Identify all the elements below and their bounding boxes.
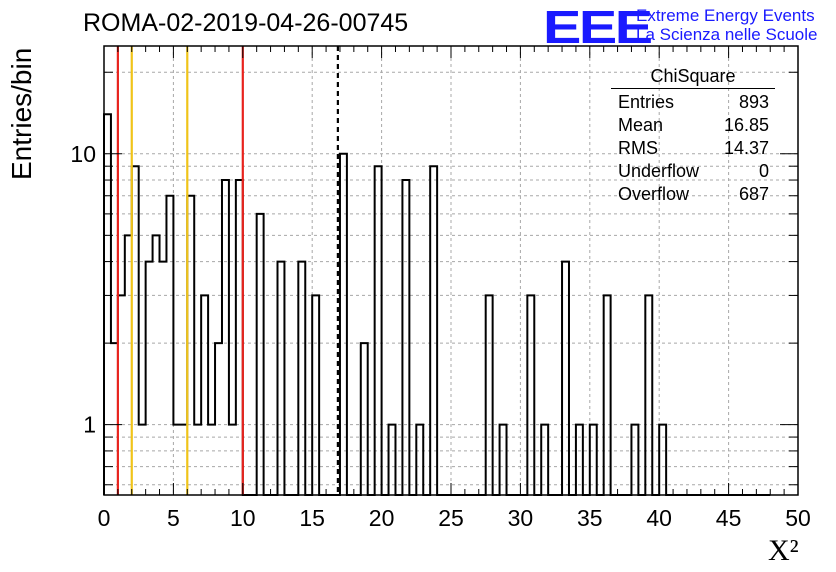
stats-value: 0 [758, 161, 769, 181]
histogram-bin [527, 295, 534, 495]
histogram-bin [402, 180, 409, 495]
x-tick-label: 45 [716, 505, 742, 531]
stats-row: Entries 893 [611, 91, 775, 114]
stats-value: 16.85 [723, 115, 769, 135]
stats-label: Underflow [618, 161, 700, 181]
stats-value: 687 [738, 184, 769, 204]
stats-value: 893 [738, 92, 769, 112]
histogram-bin [375, 166, 382, 495]
stats-label: RMS [618, 138, 658, 158]
stats-row: Underflow 0 [611, 160, 775, 183]
y-tick-label: 10 [70, 141, 96, 167]
histogram-bin [562, 262, 569, 495]
x-axis-label: X² [768, 534, 799, 568]
histogram-bin [166, 196, 173, 495]
x-tick-label: 5 [167, 505, 180, 531]
x-tick-label: 35 [577, 505, 603, 531]
eee-logo: EEE [543, 1, 653, 53]
x-tick-label: 25 [438, 505, 464, 531]
chart-title: ROMA-02-2019-04-26-00745 [83, 9, 409, 37]
histogram-bin [146, 262, 153, 495]
x-tick-label: 20 [369, 505, 395, 531]
histogram-bin [604, 295, 611, 495]
x-tick-label: 15 [299, 505, 325, 531]
histogram-bin [298, 262, 305, 495]
stats-box-title: ChiSquare [611, 66, 775, 89]
histogram-bin [257, 214, 264, 495]
x-tick-label: 40 [646, 505, 672, 531]
stats-label: Overflow [618, 184, 690, 204]
axis-ticks [103, 46, 799, 495]
x-tick-label: 30 [508, 505, 534, 531]
histogram-bin [340, 154, 347, 495]
y-axis-label: Entries/bin [6, 47, 37, 180]
y-tick-label: 1 [83, 412, 96, 438]
stats-row: Mean 16.85 [611, 114, 775, 137]
histogram-bin [430, 166, 437, 495]
stats-row: RMS 14.37 [611, 137, 775, 160]
histogram-bin [312, 295, 319, 495]
histogram-bin [104, 114, 111, 495]
logo-line-2: La Scienza nelle Scuole [636, 25, 818, 44]
stats-row: Overflow 687 [611, 183, 775, 206]
x-axis-label-text: X² [768, 534, 799, 567]
stats-label: Mean [618, 115, 664, 135]
histogram-bin [645, 295, 652, 495]
histogram-bin [160, 262, 167, 495]
histogram-bin [222, 180, 229, 495]
histogram-bin [361, 343, 368, 495]
histogram-bin [201, 295, 208, 495]
histogram-bin [153, 235, 160, 495]
histogram-bin [486, 295, 493, 495]
stats-box: ChiSquare Entries 893 Mean 16.85 RMS 14.37 … [611, 66, 775, 206]
x-tick-label: 50 [785, 505, 811, 531]
x-tick-label: 10 [230, 505, 256, 531]
logo-line-1: Extreme Energy Events [636, 6, 815, 25]
histogram-bin [215, 343, 222, 495]
x-tick-label: 0 [98, 505, 111, 531]
stats-value: 14.37 [723, 138, 769, 158]
histogram-bin [278, 262, 285, 495]
tick-labels: 0 5 10 15 20 25 30 35 40 45 50 1 10 [70, 141, 810, 531]
stats-label: Entries [618, 92, 675, 112]
marker-lines [116, 46, 339, 495]
